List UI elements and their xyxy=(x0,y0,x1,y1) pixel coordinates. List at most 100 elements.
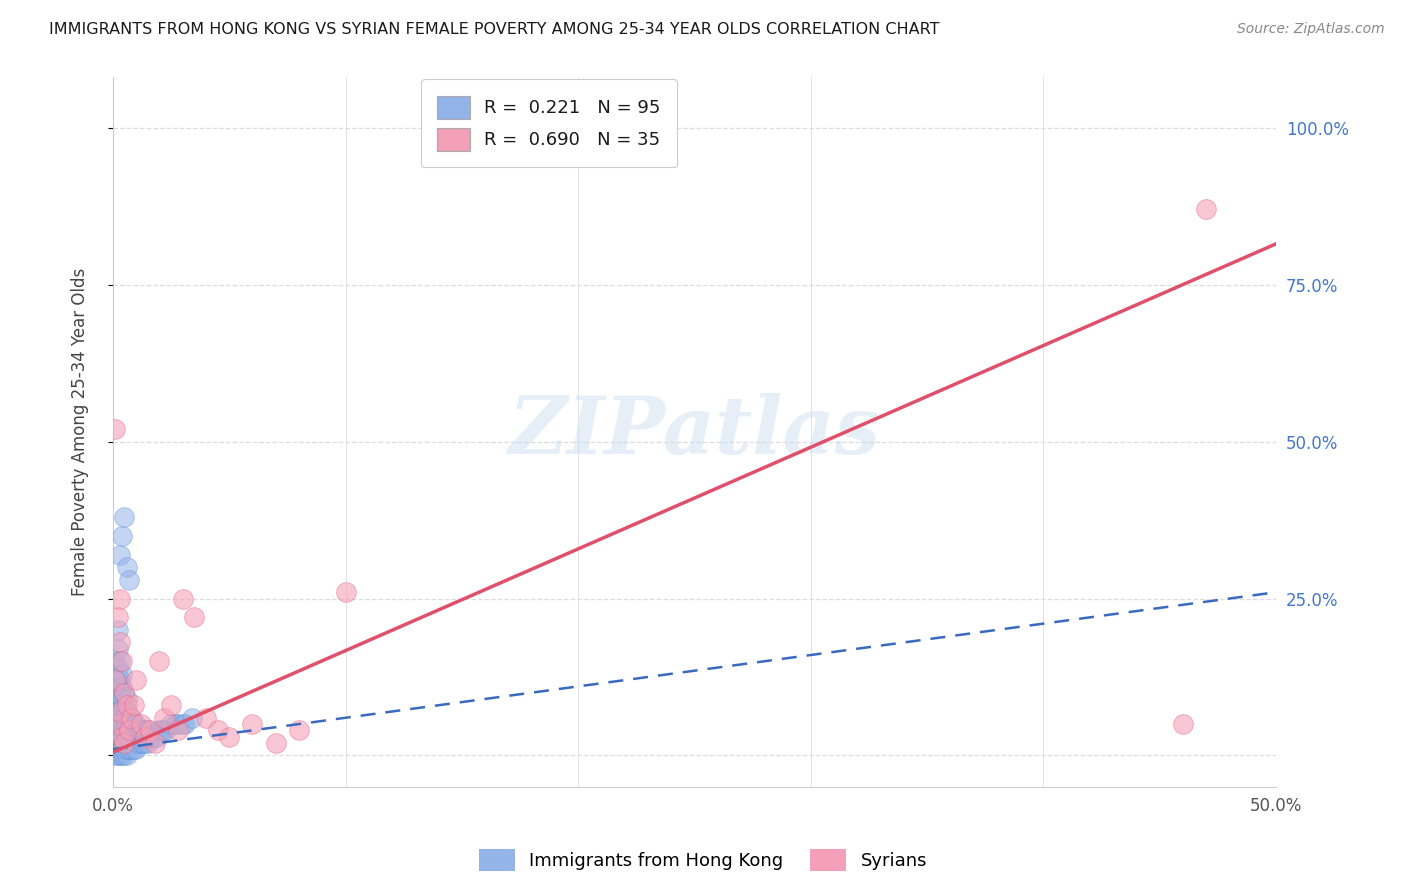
Point xyxy=(107,736,129,750)
Point xyxy=(108,654,131,668)
Point xyxy=(1171,717,1194,731)
Point xyxy=(122,717,145,731)
Point xyxy=(107,623,129,637)
Point xyxy=(111,529,134,543)
Point xyxy=(125,730,148,744)
Point xyxy=(114,509,136,524)
Point xyxy=(122,742,145,756)
Point xyxy=(242,717,264,731)
Point xyxy=(183,610,205,624)
Text: IMMIGRANTS FROM HONG KONG VS SYRIAN FEMALE POVERTY AMONG 25-34 YEAR OLDS CORRELA: IMMIGRANTS FROM HONG KONG VS SYRIAN FEMA… xyxy=(49,22,939,37)
Point xyxy=(104,736,127,750)
Point xyxy=(207,723,229,738)
Legend: Immigrants from Hong Kong, Syrians: Immigrants from Hong Kong, Syrians xyxy=(471,842,935,879)
Point xyxy=(107,742,129,756)
Point xyxy=(108,548,131,562)
Point xyxy=(114,736,136,750)
Point xyxy=(107,686,129,700)
Point xyxy=(174,717,197,731)
Point xyxy=(155,723,177,738)
Point xyxy=(148,723,170,738)
Point xyxy=(104,673,127,687)
Point xyxy=(104,422,127,436)
Point xyxy=(114,698,136,713)
Point xyxy=(108,635,131,649)
Point xyxy=(172,591,194,606)
Point xyxy=(134,730,156,744)
Point xyxy=(153,723,176,738)
Point xyxy=(118,573,141,587)
Point xyxy=(121,742,143,756)
Point xyxy=(104,717,127,731)
Point xyxy=(104,654,127,668)
Point xyxy=(104,673,127,687)
Point xyxy=(114,723,136,738)
Point xyxy=(111,748,134,763)
Point xyxy=(134,723,156,738)
Point xyxy=(160,717,183,731)
Point xyxy=(107,748,129,763)
Point xyxy=(111,666,134,681)
Point xyxy=(101,717,124,731)
Point xyxy=(115,692,138,706)
Point xyxy=(114,742,136,756)
Point xyxy=(108,742,131,756)
Point xyxy=(107,641,129,656)
Point xyxy=(136,736,159,750)
Point xyxy=(111,692,134,706)
Point xyxy=(108,730,131,744)
Point xyxy=(129,723,152,738)
Point xyxy=(115,748,138,763)
Point xyxy=(115,698,138,713)
Point xyxy=(108,591,131,606)
Point xyxy=(288,723,311,738)
Point xyxy=(108,711,131,725)
Point xyxy=(122,698,145,713)
Point xyxy=(115,705,138,719)
Point xyxy=(141,730,163,744)
Point xyxy=(127,736,149,750)
Point xyxy=(172,717,194,731)
Point xyxy=(121,711,143,725)
Point xyxy=(107,610,129,624)
Point xyxy=(108,748,131,763)
Point xyxy=(125,717,148,731)
Point xyxy=(121,711,143,725)
Point xyxy=(111,654,134,668)
Point xyxy=(335,585,357,599)
Point xyxy=(134,736,156,750)
Point xyxy=(114,711,136,725)
Point xyxy=(104,748,127,763)
Point xyxy=(104,730,127,744)
Text: ZIPatlas: ZIPatlas xyxy=(509,393,880,471)
Point xyxy=(194,711,217,725)
Point xyxy=(143,736,166,750)
Point xyxy=(107,711,129,725)
Point xyxy=(132,736,155,750)
Point xyxy=(114,748,136,763)
Point xyxy=(115,730,138,744)
Point xyxy=(139,723,162,738)
Text: Source: ZipAtlas.com: Source: ZipAtlas.com xyxy=(1237,22,1385,37)
Point xyxy=(107,717,129,731)
Point xyxy=(111,730,134,744)
Point xyxy=(108,723,131,738)
Point xyxy=(160,698,183,713)
Point xyxy=(111,705,134,719)
Point xyxy=(107,660,129,674)
Point xyxy=(115,560,138,574)
Point xyxy=(167,717,190,731)
Point xyxy=(153,711,176,725)
Point xyxy=(107,730,129,744)
Point xyxy=(111,742,134,756)
Point xyxy=(129,717,152,731)
Point xyxy=(108,736,131,750)
Point xyxy=(136,723,159,738)
Point xyxy=(122,730,145,744)
Point xyxy=(115,717,138,731)
Point xyxy=(111,730,134,744)
Point xyxy=(118,723,141,738)
Point xyxy=(118,736,141,750)
Point xyxy=(104,705,127,719)
Point xyxy=(114,686,136,700)
